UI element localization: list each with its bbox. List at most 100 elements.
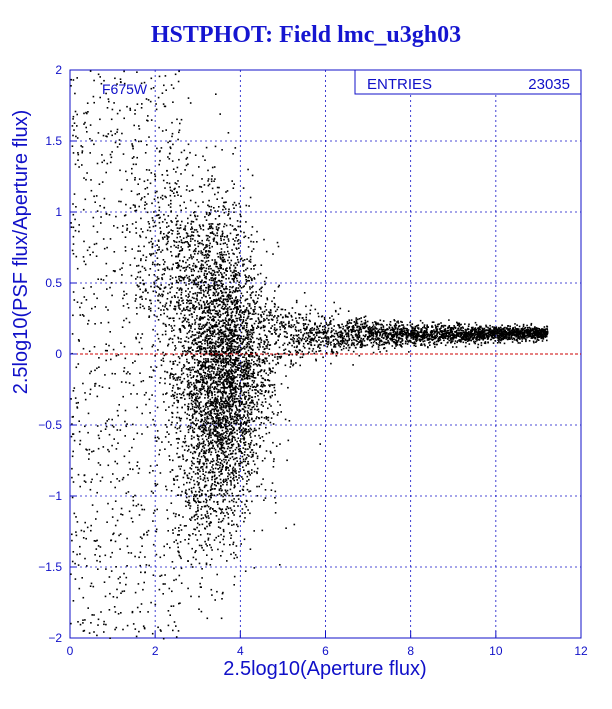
data-point [544, 332, 547, 335]
data-point [481, 331, 484, 333]
data-point [287, 316, 289, 318]
data-point [200, 305, 203, 308]
data-point [456, 321, 458, 324]
data-point [476, 339, 478, 342]
data-point [163, 401, 165, 403]
data-point [277, 306, 280, 308]
data-point [273, 329, 276, 331]
data-point [199, 475, 202, 478]
data-point [172, 376, 174, 378]
data-point [235, 287, 238, 289]
data-point [198, 307, 201, 309]
data-point [222, 426, 225, 429]
data-point [495, 333, 498, 335]
data-point [206, 257, 208, 259]
data-point [238, 337, 241, 340]
data-point [189, 240, 192, 242]
data-point [232, 476, 235, 479]
data-point [212, 405, 215, 407]
data-point [500, 333, 502, 335]
data-point [246, 454, 249, 456]
data-point [250, 240, 252, 243]
data-point [252, 241, 255, 243]
data-point [313, 329, 315, 331]
data-point [268, 362, 271, 365]
data-point [213, 447, 216, 450]
data-point [511, 338, 514, 341]
data-point [228, 329, 231, 332]
data-point [189, 427, 191, 430]
data-point [327, 341, 329, 344]
data-point [482, 336, 484, 338]
data-point [383, 332, 386, 334]
data-point [425, 327, 427, 330]
data-point [303, 324, 305, 327]
data-point [389, 324, 392, 327]
data-point [219, 438, 221, 441]
data-point [247, 407, 250, 409]
data-point [294, 326, 297, 328]
data-point [231, 381, 233, 384]
data-point [193, 270, 195, 272]
data-point [247, 359, 249, 362]
data-point [200, 347, 202, 350]
data-point [493, 328, 495, 330]
data-point [215, 417, 218, 420]
data-point [339, 342, 342, 345]
data-point [194, 419, 197, 422]
data-point [287, 386, 289, 389]
data-point [216, 399, 218, 401]
data-point [435, 327, 437, 329]
data-point [234, 448, 237, 451]
data-point [262, 324, 265, 327]
data-point [219, 326, 222, 329]
data-point [211, 327, 214, 329]
data-point [247, 310, 250, 313]
data-point [477, 328, 480, 331]
data-point [290, 326, 293, 329]
data-point [233, 340, 235, 343]
data-point [522, 331, 524, 334]
data-point [528, 331, 530, 333]
data-point [251, 352, 254, 354]
data-point [377, 338, 379, 340]
data-point [208, 265, 210, 268]
data-point [296, 335, 299, 337]
data-point [247, 279, 249, 282]
data-point [237, 308, 240, 310]
data-point [380, 327, 383, 329]
data-point [498, 340, 500, 343]
data-point [509, 325, 511, 328]
data-point [456, 341, 458, 344]
data-point [213, 316, 215, 318]
data-point [535, 329, 537, 331]
data-point [185, 268, 187, 271]
data-point [467, 327, 469, 330]
data-point [185, 444, 188, 447]
data-point [216, 427, 219, 429]
data-point [396, 342, 398, 345]
data-point [436, 329, 438, 332]
data-point [213, 430, 215, 432]
data-point [394, 323, 397, 325]
data-point [382, 325, 385, 327]
data-point [227, 399, 230, 401]
data-point [250, 234, 253, 236]
data-point [139, 564, 141, 567]
data-point [183, 472, 186, 475]
data-point [197, 379, 200, 382]
data-point [265, 345, 267, 347]
data-point [212, 419, 214, 421]
data-point [194, 406, 196, 408]
data-point [524, 336, 526, 339]
data-point [259, 327, 262, 330]
data-point [383, 341, 385, 344]
data-point [483, 331, 486, 333]
data-point [242, 437, 244, 440]
data-point [284, 364, 287, 367]
data-point [487, 341, 489, 343]
data-point [198, 348, 201, 350]
data-point [197, 397, 200, 400]
data-point [210, 383, 213, 385]
data-point [197, 447, 199, 449]
